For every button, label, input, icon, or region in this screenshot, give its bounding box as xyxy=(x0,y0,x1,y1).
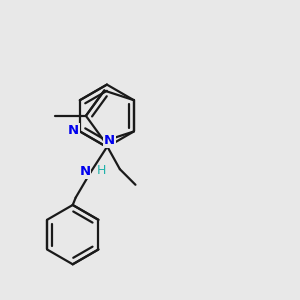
Text: N: N xyxy=(104,134,115,147)
Text: H: H xyxy=(97,164,106,177)
Text: N: N xyxy=(68,124,79,137)
Text: N: N xyxy=(80,165,91,178)
